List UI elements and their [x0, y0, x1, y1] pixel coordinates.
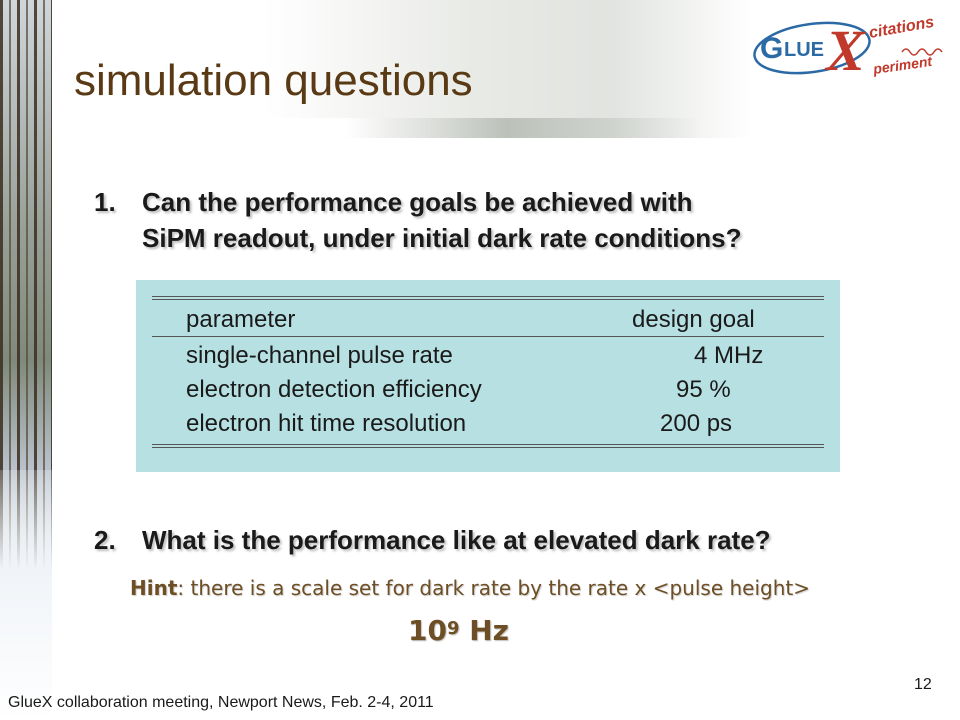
background-photo-strip [0, 0, 52, 720]
page-number: 12 [914, 676, 932, 693]
logo-lue: LUE [784, 39, 824, 61]
footer: GlueX collaboration meeting, Newport New… [8, 694, 434, 711]
row-parameter: electron hit time resolution [186, 410, 467, 437]
table-bottom-rule [152, 444, 824, 448]
table-top-rule [152, 296, 824, 300]
question-1-number: 1. [94, 187, 116, 217]
question-2-text: What is the performance like at elevated… [142, 525, 771, 555]
dark-rate-scale: 109 Hz [408, 614, 509, 647]
rate-base: 10 [408, 614, 447, 647]
table-header-rule [152, 336, 824, 337]
title-band [52, 0, 752, 138]
rate-exponent: 9 [446, 618, 460, 639]
hint: Hint: there is a scale set for dark rate… [130, 576, 810, 600]
logo-periment: periment [871, 53, 934, 77]
logo-letter-g: G [760, 32, 783, 65]
hint-text: : there is a scale set for dark rate by … [177, 576, 811, 600]
table-row: electron detection efficiency 95 % [186, 374, 806, 406]
slide-title: simulation questions [74, 56, 473, 105]
logo-wave-icon [901, 48, 943, 56]
rate-unit: Hz [469, 614, 509, 647]
hint-label: Hint [130, 576, 178, 600]
table-header-row: parameter design goal [186, 304, 806, 336]
gluex-logo: G LUE X citations periment [753, 14, 943, 83]
header-parameter: parameter [186, 306, 296, 333]
row-goal: 95 % [676, 376, 731, 403]
table-row: single-channel pulse rate 4 MHz [186, 340, 806, 372]
row-goal: 4 MHz [694, 342, 764, 369]
design-goals-table: parameter design goal single-channel pul… [136, 280, 840, 472]
question-2: 2. What is the performance like at eleva… [94, 522, 924, 558]
question-1-line-2: SiPM readout, under initial dark rate co… [142, 223, 742, 253]
question-1-text: Can the performance goals be achieved wi… [142, 184, 742, 256]
question-1: 1. Can the performance goals be achieved… [94, 184, 894, 256]
question-1-line-1: Can the performance goals be achieved wi… [142, 187, 693, 217]
row-parameter: single-channel pulse rate [186, 342, 453, 369]
title-divider [52, 118, 702, 138]
logo-citations: citations [868, 14, 936, 42]
row-parameter: electron detection efficiency [186, 376, 482, 403]
logo-letter-x: X [824, 18, 866, 83]
table-row: electron hit time resolution 200 ps [186, 408, 806, 440]
question-2-number: 2. [94, 525, 116, 555]
header-design-goal: design goal [632, 306, 755, 333]
row-goal: 200 ps [660, 410, 733, 437]
